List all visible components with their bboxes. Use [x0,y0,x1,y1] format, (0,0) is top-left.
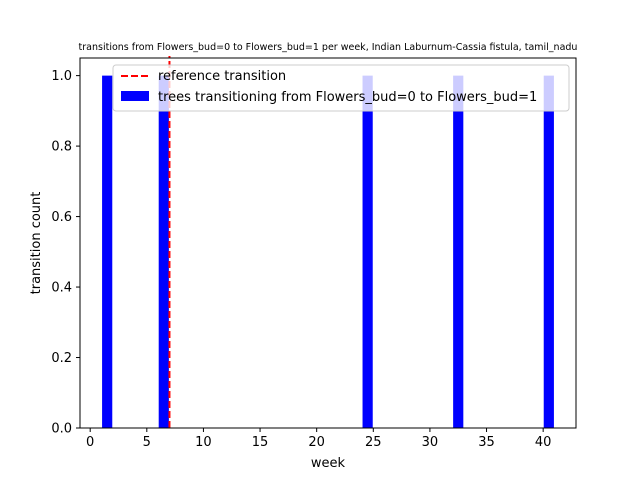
bars-group [102,75,554,428]
x-tick-label: 35 [478,435,495,450]
legend: reference transition trees transitioning… [112,64,570,112]
x-tick-label: 40 [535,435,552,450]
x-tick-label: 25 [365,435,382,450]
y-axis-label: transition count [29,192,44,295]
y-tick-label: 0.6 [51,210,72,225]
y-tick-label: 0.8 [51,140,72,155]
x-tick-label: 5 [143,435,151,450]
x-axis-label: week [311,456,346,471]
y-tick-label: 0.4 [51,281,72,296]
y-axis: 0.0 0.2 0.4 0.6 0.8 1.0 [51,69,80,437]
legend-box [112,64,570,112]
bar-week-32.5 [453,75,464,428]
legend-reference-label: reference transition [158,69,286,84]
legend-bars-label: trees transitioning from Flowers_bud=0 t… [158,90,537,105]
x-tick-label: 10 [195,435,212,450]
legend-bars-swatch [121,91,149,101]
bar-week-40.5 [543,75,554,428]
bar-week-6.5 [158,75,169,428]
x-tick-label: 30 [422,435,439,450]
x-tick-label: 15 [252,435,269,450]
plot-frame [79,57,577,429]
chart-title: transitions from Flowers_bud=0 to Flower… [79,42,578,53]
bar-week-24.5 [362,75,373,428]
x-tick-label: 20 [308,435,325,450]
y-tick-label: 0.2 [51,351,72,366]
x-axis: 0 5 10 15 20 25 30 35 40 [86,428,551,450]
y-tick-label: 1.0 [51,69,72,84]
y-tick-label: 0.0 [51,422,72,437]
bar-week-1.5 [102,75,113,428]
x-tick-label: 0 [86,435,94,450]
